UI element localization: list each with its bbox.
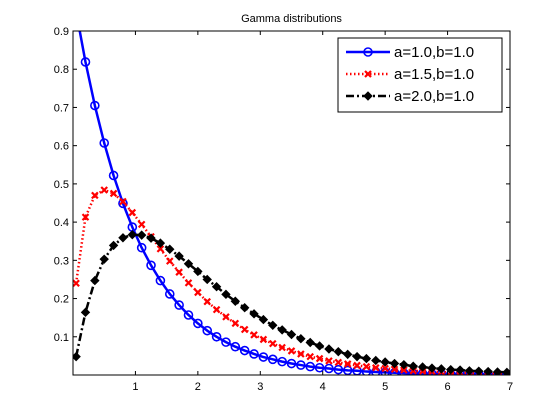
- y-tick-label: 0.1: [54, 332, 69, 344]
- y-tick-label: 0.9: [54, 26, 69, 38]
- y-tick-label: 0.3: [54, 255, 69, 267]
- chart-title: Gamma distributions: [241, 13, 342, 25]
- x-tick-label: 7: [507, 381, 513, 393]
- y-tick-label: 0.4: [54, 217, 69, 229]
- y-tick-label: 0.2: [54, 294, 69, 306]
- y-tick-label: 0.6: [54, 141, 69, 153]
- y-tick-label: 0.8: [54, 64, 69, 76]
- x-tick-label: 4: [320, 381, 326, 393]
- legend-label: a=2.0,b=1.0: [394, 88, 474, 105]
- x-tick-label: 3: [257, 381, 263, 393]
- legend: a=1.0,b=1.0 a=1.5,b=1.0 a=2.0,b=1.0: [338, 38, 502, 112]
- legend-label: a=1.5,b=1.0: [394, 66, 474, 83]
- x-tick-label: 5: [382, 381, 388, 393]
- x-tick-label: 1: [132, 381, 138, 393]
- x-tick-label: 2: [195, 381, 201, 393]
- legend-label: a=1.0,b=1.0: [394, 44, 474, 61]
- y-tick-label: 0.7: [54, 102, 69, 114]
- x-tick-label: 6: [445, 381, 451, 393]
- y-tick-label: 0.5: [54, 179, 69, 191]
